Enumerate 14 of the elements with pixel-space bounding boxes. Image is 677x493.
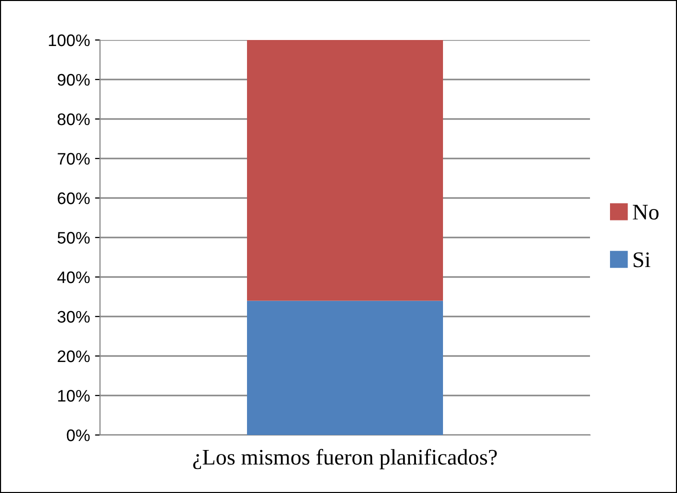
y-tick-label: 60% <box>58 192 90 204</box>
y-tick-label: 20% <box>58 350 90 362</box>
y-tick-label: 100% <box>48 34 90 46</box>
y-tick-label: 0% <box>66 429 90 442</box>
y-tick-label: 70% <box>58 152 90 165</box>
y-tick-label: 30% <box>58 310 90 323</box>
x-tick-label: ¿Los mismos fueron planificados? <box>193 448 497 470</box>
legend-label: No <box>632 204 659 220</box>
y-tick-label: 10% <box>58 390 90 402</box>
legend-label: Si <box>634 252 650 268</box>
y-tick-label: 90% <box>58 74 90 86</box>
y-tick-label: 80% <box>58 113 90 126</box>
y-tick-label: 40% <box>57 271 90 284</box>
y-tick-label: 50% <box>58 232 90 244</box>
